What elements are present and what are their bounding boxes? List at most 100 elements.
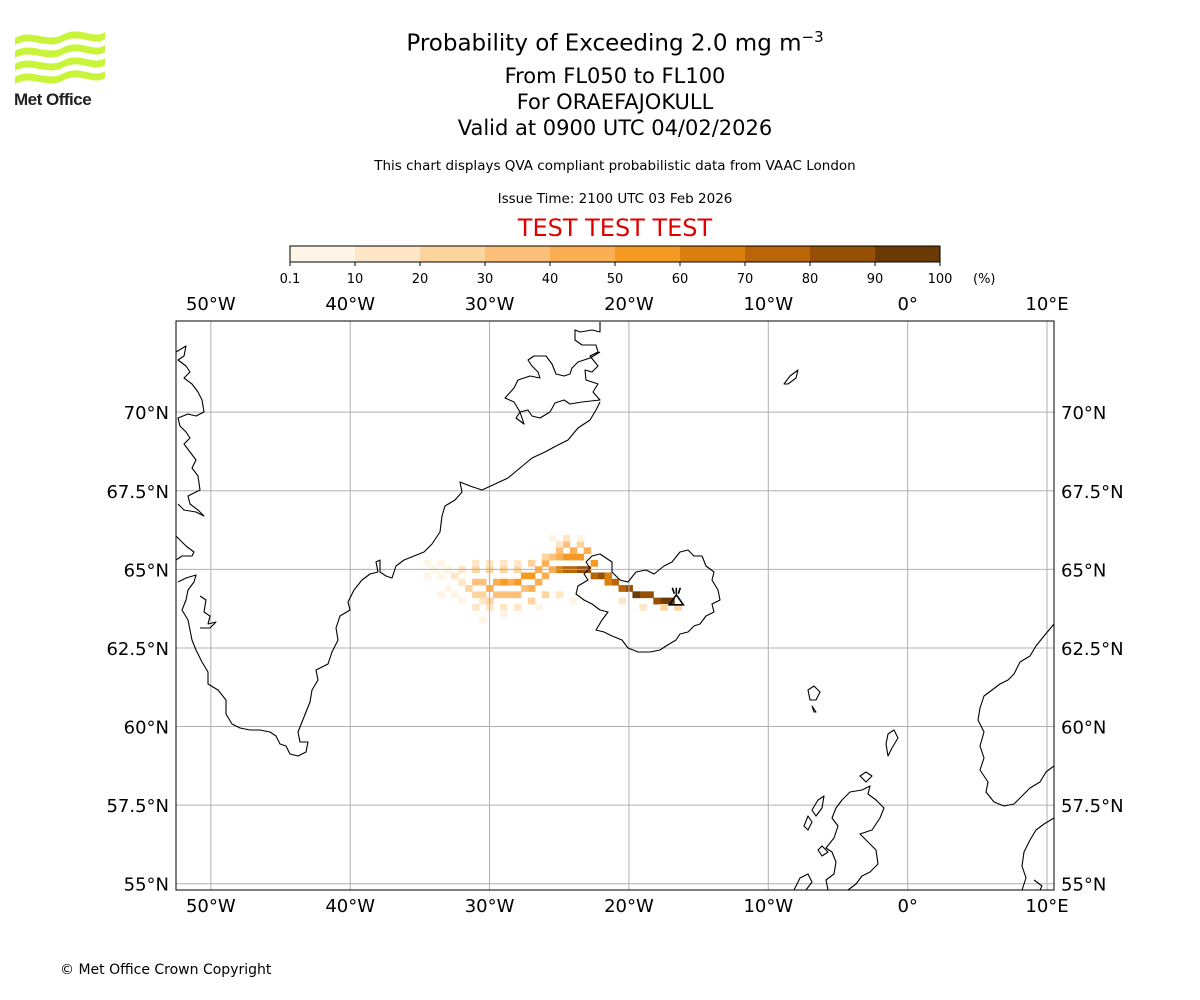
plume-cell (437, 591, 445, 599)
y-tick-label: 65°N (1061, 560, 1106, 581)
plume-cell (541, 591, 550, 599)
logo-wave (15, 70, 105, 84)
met-office-waves-icon (15, 31, 105, 84)
plume-cell (590, 559, 599, 567)
y-tick-label: 62.5°N (1061, 639, 1124, 660)
plume-cell (576, 553, 585, 561)
flight-levels: From FL050 to FL100 (504, 64, 726, 88)
colorbar-tick-label: 10 (347, 272, 364, 287)
plume-cell (465, 585, 473, 592)
colorbar-segment (810, 246, 875, 262)
x-tick-label: 50°W (186, 896, 236, 917)
plume-cell (500, 578, 508, 586)
coastline-greenland-inlet (199, 595, 217, 629)
y-tick-label: 55°N (1061, 875, 1106, 896)
plume-cell (513, 603, 522, 611)
plume-cell (555, 541, 564, 548)
plume-cell (500, 591, 508, 599)
plume-cell (548, 534, 557, 542)
plume-cell (534, 603, 543, 611)
y-tick-label: 60°N (1061, 718, 1106, 739)
colorbar-tick-label: 30 (477, 272, 494, 287)
plume-cell (562, 534, 571, 542)
plume-cell (458, 578, 466, 586)
plume-cell (479, 597, 487, 605)
plume-cell (576, 534, 585, 542)
coastline-scotland (825, 785, 885, 890)
plume-cell (653, 597, 661, 605)
x-tick-label: 10°E (1025, 896, 1068, 917)
colorbar-tick-label: 70 (737, 272, 754, 287)
coastline-greenland-east (504, 322, 601, 425)
x-tick-label: 30°W (465, 294, 515, 315)
coastline-greenland-west-fragment (176, 345, 205, 517)
colorbar-tick-label: 90 (867, 272, 884, 287)
y-tick-label: 60°N (124, 718, 169, 739)
volcano-marker (667, 587, 685, 606)
plume-cell (513, 578, 522, 586)
colorbar-tick-label: 60 (672, 272, 689, 287)
y-tick-label: 57.5°N (106, 796, 169, 817)
y-tick-label: 70°N (1061, 403, 1106, 424)
plume-cell (472, 591, 480, 599)
x-tick-label: 40°W (325, 294, 375, 315)
colorbar-segment (875, 246, 940, 262)
plume-cell (437, 559, 445, 567)
coastline-shetland (885, 729, 899, 757)
y-tick-label: 70°N (124, 403, 169, 424)
x-tick-label: 30°W (465, 896, 515, 917)
plume-cell (569, 547, 578, 555)
plume-cell (597, 572, 606, 580)
plume-cell (423, 572, 431, 580)
plume-cell (451, 572, 459, 580)
x-tick-label: 50°W (186, 294, 236, 315)
plume-cell (472, 578, 480, 586)
plume-cell (604, 572, 613, 580)
colorbar-unit: (%) (973, 272, 996, 287)
plume-cell (423, 559, 431, 567)
coastline-denmark-fragment (1021, 817, 1054, 890)
plume-cell (555, 591, 564, 599)
plume-cell (660, 597, 668, 605)
plume-cell (527, 597, 536, 605)
plume-cell (534, 578, 543, 586)
plume-cell (506, 591, 515, 599)
subtitle: This chart displays QVA compliant probab… (374, 158, 856, 174)
plume-cell (479, 616, 487, 624)
title-main: Probability of Exceeding 2.0 mg m (406, 30, 802, 57)
colorbar-tick-label: 80 (802, 272, 819, 287)
y-tick-label: 62.5°N (106, 639, 169, 660)
x-tick-label: 0° (897, 896, 917, 917)
plume-cell (583, 547, 592, 555)
y-tick-label: 55°N (124, 875, 169, 896)
plume-cell (618, 585, 626, 592)
plume-cell (674, 603, 682, 611)
colorbar-segment (550, 246, 615, 262)
coastline-greenland-southeast (177, 401, 601, 757)
logo-wave (15, 57, 105, 71)
plume-cell (493, 578, 501, 586)
plume-cell (479, 591, 487, 599)
y-ticks-left: 70°N 67.5°N 65°N 62.5°N 60°N 57.5°N 55°N (106, 403, 169, 896)
issue-time: Issue Time: 2100 UTC 03 Feb 2026 (497, 191, 733, 207)
plume-cell (506, 578, 515, 586)
colorbar-tick-label: 20 (412, 272, 429, 287)
plume-cell (451, 591, 459, 599)
coastline-faroe (807, 685, 821, 713)
plume-cell (562, 553, 571, 561)
volcano-triangle (667, 593, 685, 606)
copyright: © Met Office Crown Copyright (60, 962, 272, 978)
plume-cell (632, 591, 640, 599)
plume-cell (576, 541, 585, 548)
coastline-greenland-west-fragment (176, 535, 195, 561)
colorbar-tick-label: 100 (928, 272, 953, 287)
x-tick-label: 10°E (1025, 294, 1068, 315)
coastline-jan-mayen (783, 369, 799, 385)
plume-cell (562, 541, 571, 548)
colorbar-segment (680, 246, 745, 262)
plume-cell (660, 603, 668, 611)
y-tick-label: 57.5°N (1061, 796, 1124, 817)
colorbar-segment (745, 246, 810, 262)
plume-cell (527, 572, 536, 580)
